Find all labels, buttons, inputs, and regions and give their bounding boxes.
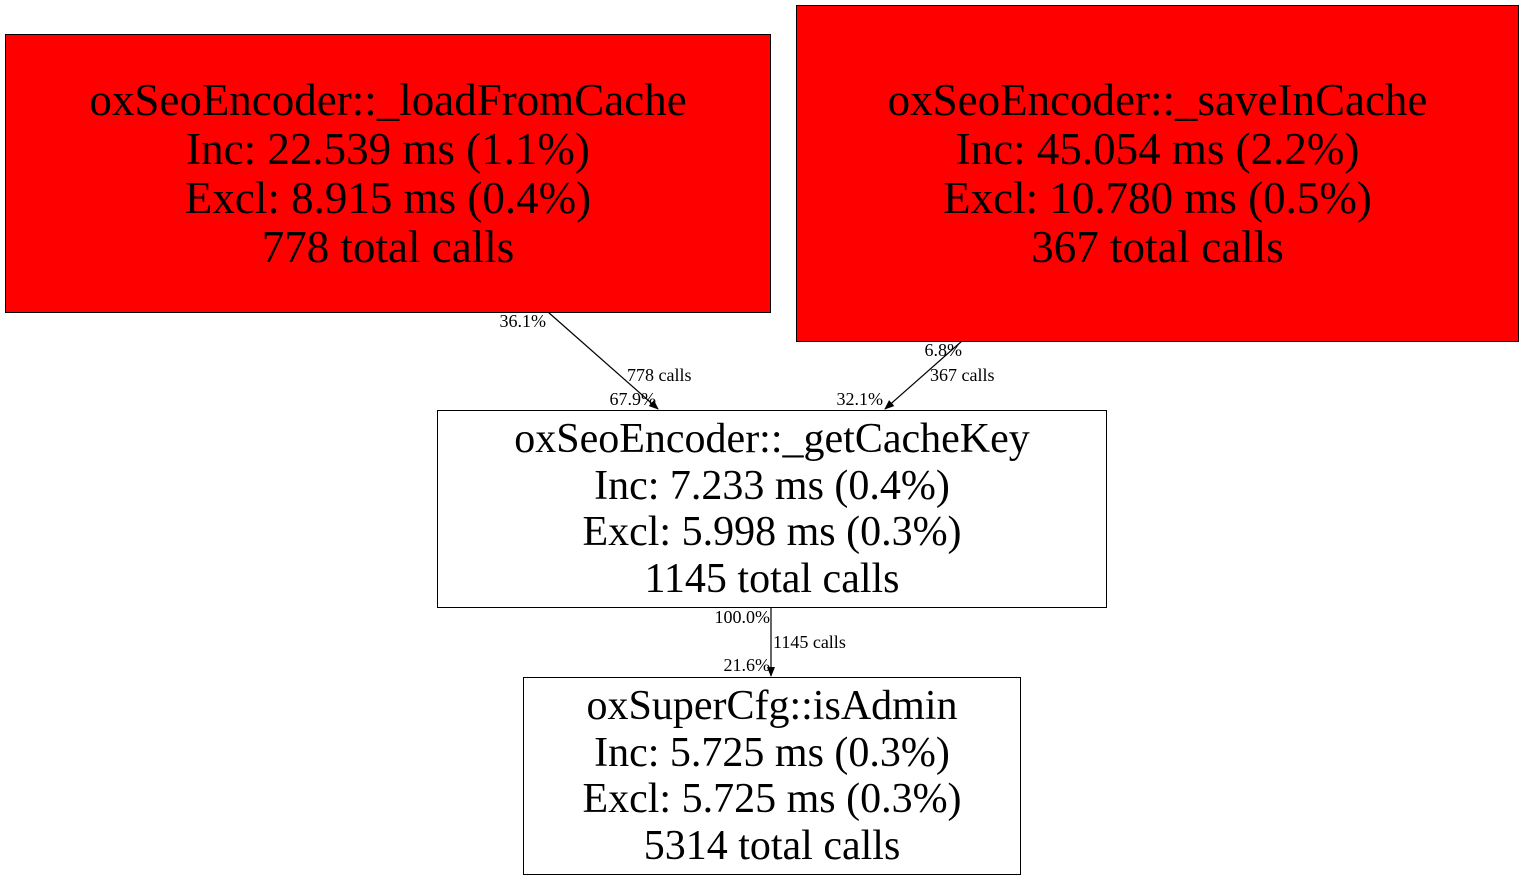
node-total-calls: 367 total calls <box>1031 221 1284 272</box>
node-total-calls: 778 total calls <box>261 221 515 272</box>
node-exclusive-time: Excl: 5.998 ms (0.3%) <box>582 509 962 555</box>
node-function-name: oxSeoEncoder::_getCacheKey <box>514 416 1030 462</box>
node-function-name: oxSuperCfg::isAdmin <box>586 683 958 729</box>
node-exclusive-time: Excl: 5.725 ms (0.3%) <box>582 776 962 822</box>
node-exclusive-time: Excl: 10.780 ms (0.5%) <box>943 172 1372 223</box>
edge-tail-label: 36.1% <box>500 311 547 331</box>
node-function-name: oxSeoEncoder::_saveInCache <box>887 74 1428 125</box>
edge-head-label: 32.1% <box>837 389 884 409</box>
node-getcachekey[interactable]: oxSeoEncoder::_getCacheKey Inc: 7.233 ms… <box>437 410 1107 608</box>
node-exclusive-time: Excl: 8.915 ms (0.4%) <box>184 172 592 223</box>
node-function-name: oxSeoEncoder::_loadFromCache <box>89 74 687 125</box>
node-inclusive-time: Inc: 7.233 ms (0.4%) <box>594 462 950 509</box>
edge-tail-label: 6.8% <box>925 340 963 360</box>
node-isadmin[interactable]: oxSuperCfg::isAdmin Inc: 5.725 ms (0.3%)… <box>523 677 1021 875</box>
edge-head-label: 67.9% <box>610 389 657 409</box>
edge-saveincache-getcachekey: 6.8% 367 calls 32.1% <box>837 340 995 410</box>
edge-calls-label: 1145 calls <box>773 632 846 652</box>
node-loadfromcache[interactable]: oxSeoEncoder::_loadFromCache Inc: 22.539… <box>5 34 771 313</box>
edge-tail-label: 100.0% <box>715 607 771 627</box>
node-inclusive-time: Inc: 45.054 ms (2.2%) <box>955 123 1360 174</box>
node-inclusive-time: Inc: 5.725 ms (0.3%) <box>594 729 950 776</box>
node-total-calls: 1145 total calls <box>644 555 900 602</box>
edge-head-label: 21.6% <box>724 655 771 675</box>
edge-calls-label: 367 calls <box>930 365 995 385</box>
edge-calls-label: 778 calls <box>627 365 692 385</box>
node-inclusive-time: Inc: 22.539 ms (1.1%) <box>186 123 590 174</box>
edge-getcachekey-isadmin: 100.0% 1145 calls 21.6% <box>715 607 846 677</box>
node-total-calls: 5314 total calls <box>643 822 901 869</box>
node-saveincache[interactable]: oxSeoEncoder::_saveInCache Inc: 45.054 m… <box>796 5 1519 342</box>
edge-loadfromcache-getcachekey: 36.1% 778 calls 67.9% <box>500 311 692 410</box>
